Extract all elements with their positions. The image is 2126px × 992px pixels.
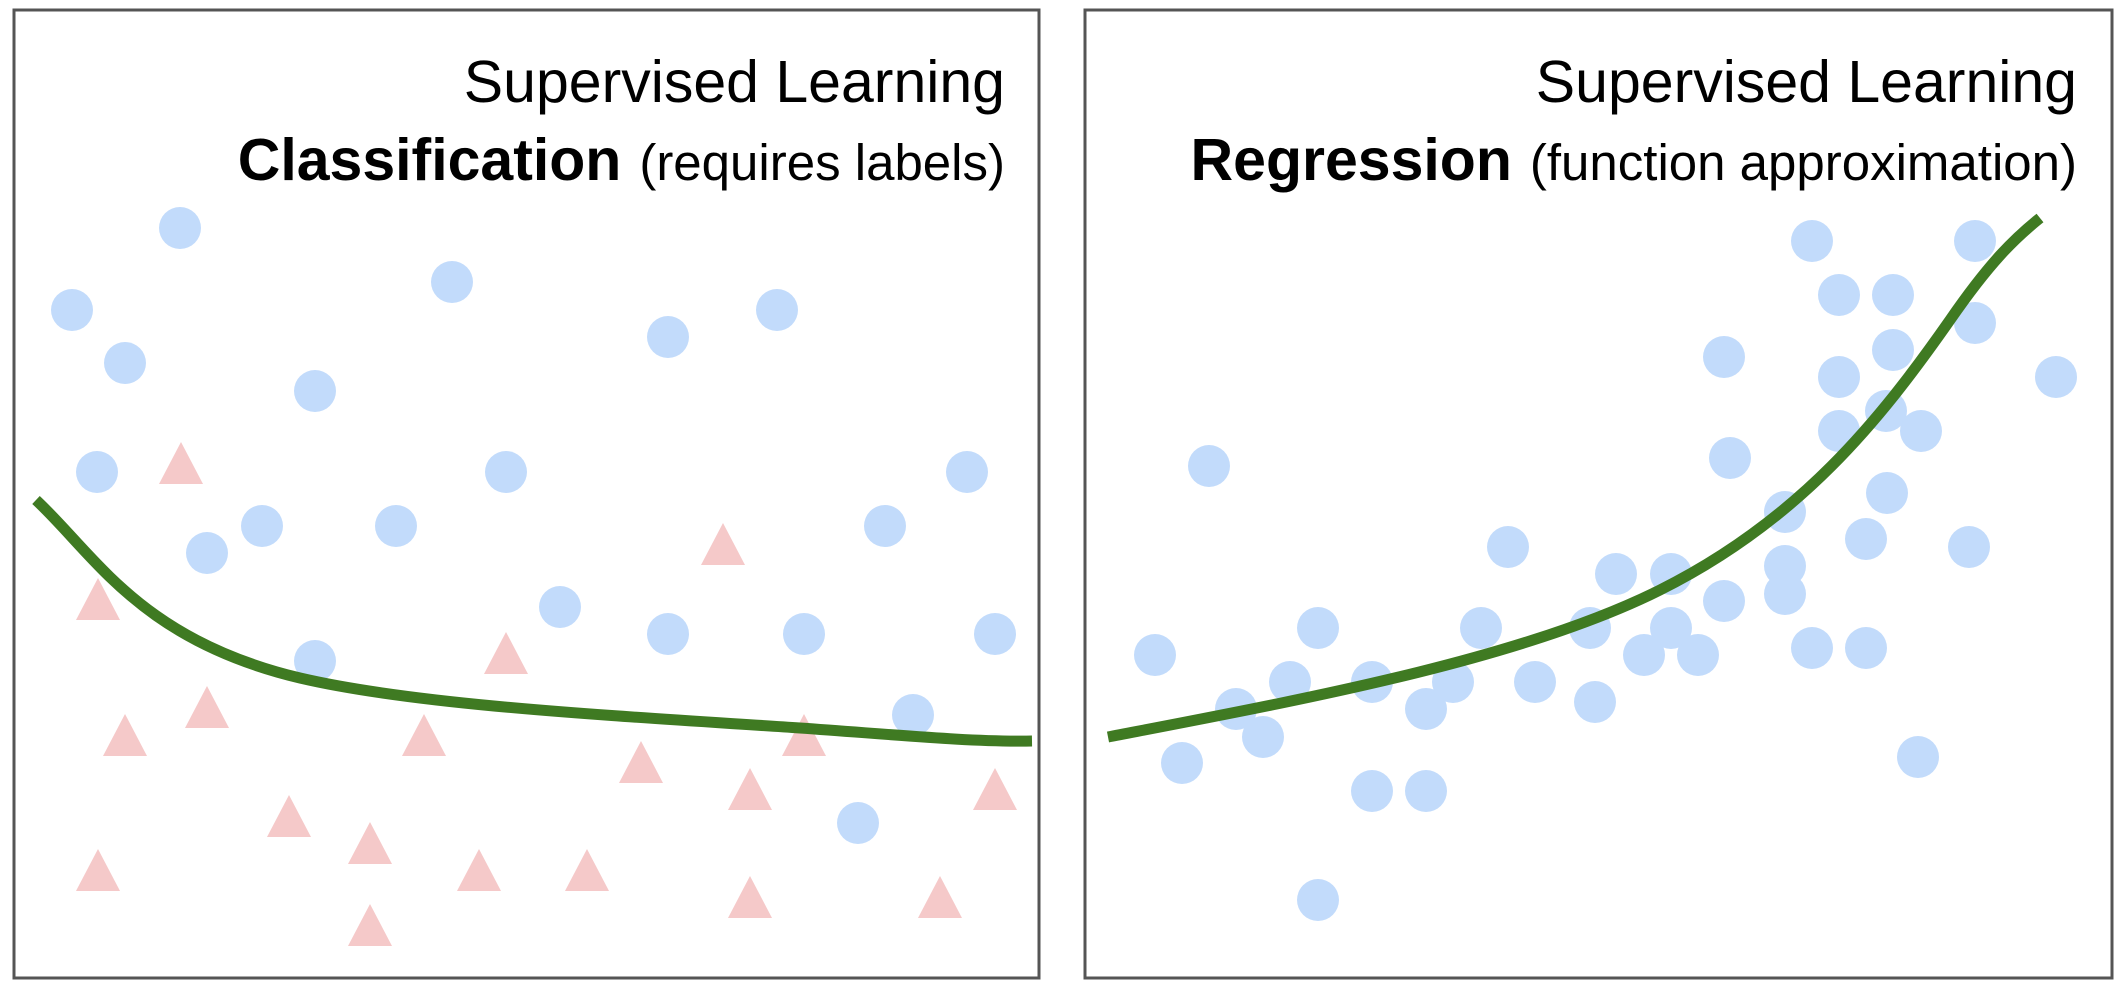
regression-point — [1703, 336, 1745, 378]
class-a-circle — [294, 640, 336, 682]
regression-point — [1954, 220, 1996, 262]
class-a-circle — [159, 207, 201, 249]
class-b-triangle — [76, 577, 120, 620]
regression-point — [1764, 573, 1806, 615]
regression-point — [1487, 526, 1529, 568]
class-a-circle — [783, 613, 825, 655]
classification-subtitle-paren: (requires labels) — [639, 134, 1005, 191]
class-a-circle — [51, 289, 93, 331]
regression-point — [1460, 607, 1502, 649]
regression-point — [1623, 634, 1665, 676]
class-b-triangle — [918, 875, 962, 918]
classification-subtitle-bold: Classification — [238, 127, 622, 193]
decision-boundary-curve — [32, 495, 1033, 747]
class-a-circle — [892, 694, 934, 736]
class-a-circles — [51, 207, 1016, 844]
class-b-triangle — [267, 794, 311, 837]
classification-panel-frame — [12, 8, 1041, 980]
class-b-triangles — [76, 441, 1017, 946]
class-b-triangle — [159, 441, 203, 484]
regression-point — [1872, 329, 1914, 371]
regression-point — [1897, 736, 1939, 778]
regression-point — [1845, 627, 1887, 669]
regression-point — [1818, 274, 1860, 316]
regression-point — [1574, 681, 1616, 723]
regression-point — [1954, 302, 1996, 344]
regression-point — [1405, 770, 1447, 812]
class-a-circle — [756, 289, 798, 331]
class-b-triangle — [402, 713, 446, 756]
class-a-circle — [864, 505, 906, 547]
class-b-triangle — [973, 767, 1017, 810]
class-a-circle — [104, 342, 146, 384]
regression-point — [1242, 716, 1284, 758]
regression-title: Supervised Learning — [1536, 49, 2077, 115]
regression-point — [1948, 526, 1990, 568]
regression-subtitle-paren: (function approximation) — [1530, 134, 2077, 191]
regression-point — [1188, 445, 1230, 487]
regression-point — [1595, 553, 1637, 595]
class-a-circle — [485, 451, 527, 493]
class-a-circle — [431, 261, 473, 303]
regression-point — [1269, 661, 1311, 703]
class-a-circle — [647, 316, 689, 358]
class-a-circle — [647, 613, 689, 655]
regression-point — [1709, 437, 1751, 479]
class-a-circle — [539, 586, 581, 628]
class-b-triangle — [103, 713, 147, 756]
regression-point — [2035, 356, 2077, 398]
regression-point — [1297, 607, 1339, 649]
class-b-triangle — [76, 848, 120, 891]
regression-point — [1351, 770, 1393, 812]
class-b-triangle — [348, 903, 392, 946]
class-a-circle — [241, 505, 283, 547]
regression-point — [1134, 634, 1176, 676]
class-b-triangle — [619, 740, 663, 783]
class-b-triangle — [701, 522, 745, 565]
class-b-triangle — [484, 631, 528, 674]
regression-point — [1161, 742, 1203, 784]
regression-point — [1791, 220, 1833, 262]
class-a-circle — [375, 505, 417, 547]
class-b-triangle — [782, 713, 826, 756]
class-a-circle — [186, 532, 228, 574]
regression-point — [1405, 688, 1447, 730]
class-a-circle — [974, 613, 1016, 655]
regression-point — [1791, 627, 1833, 669]
regression-point — [1818, 356, 1860, 398]
regression-point — [1514, 661, 1556, 703]
class-b-triangle — [728, 767, 772, 810]
regression-point — [1650, 607, 1692, 649]
class-a-circle — [76, 451, 118, 493]
regression-panel-frame — [1083, 8, 2114, 980]
regression-points — [1134, 220, 2077, 921]
regression-point — [1845, 518, 1887, 560]
regression-fit-curve — [1106, 213, 2044, 743]
class-a-circle — [837, 802, 879, 844]
regression-point — [1677, 634, 1719, 676]
class-a-circle — [946, 451, 988, 493]
class-b-triangle — [457, 848, 501, 891]
class-b-triangle — [348, 821, 392, 864]
classification-title: Supervised Learning — [464, 49, 1005, 115]
regression-point — [1703, 580, 1745, 622]
regression-point — [1297, 879, 1339, 921]
regression-point — [1872, 274, 1914, 316]
class-b-triangle — [185, 685, 229, 728]
class-b-triangle — [728, 875, 772, 918]
class-a-circle — [294, 370, 336, 412]
regression-subtitle-bold: Regression — [1191, 127, 1512, 193]
regression-point — [1866, 472, 1908, 514]
class-b-triangle — [565, 848, 609, 891]
classification-subtitle: Classification (requires labels) — [238, 127, 1005, 193]
regression-point — [1900, 410, 1942, 452]
regression-subtitle: Regression (function approximation) — [1191, 127, 2077, 193]
